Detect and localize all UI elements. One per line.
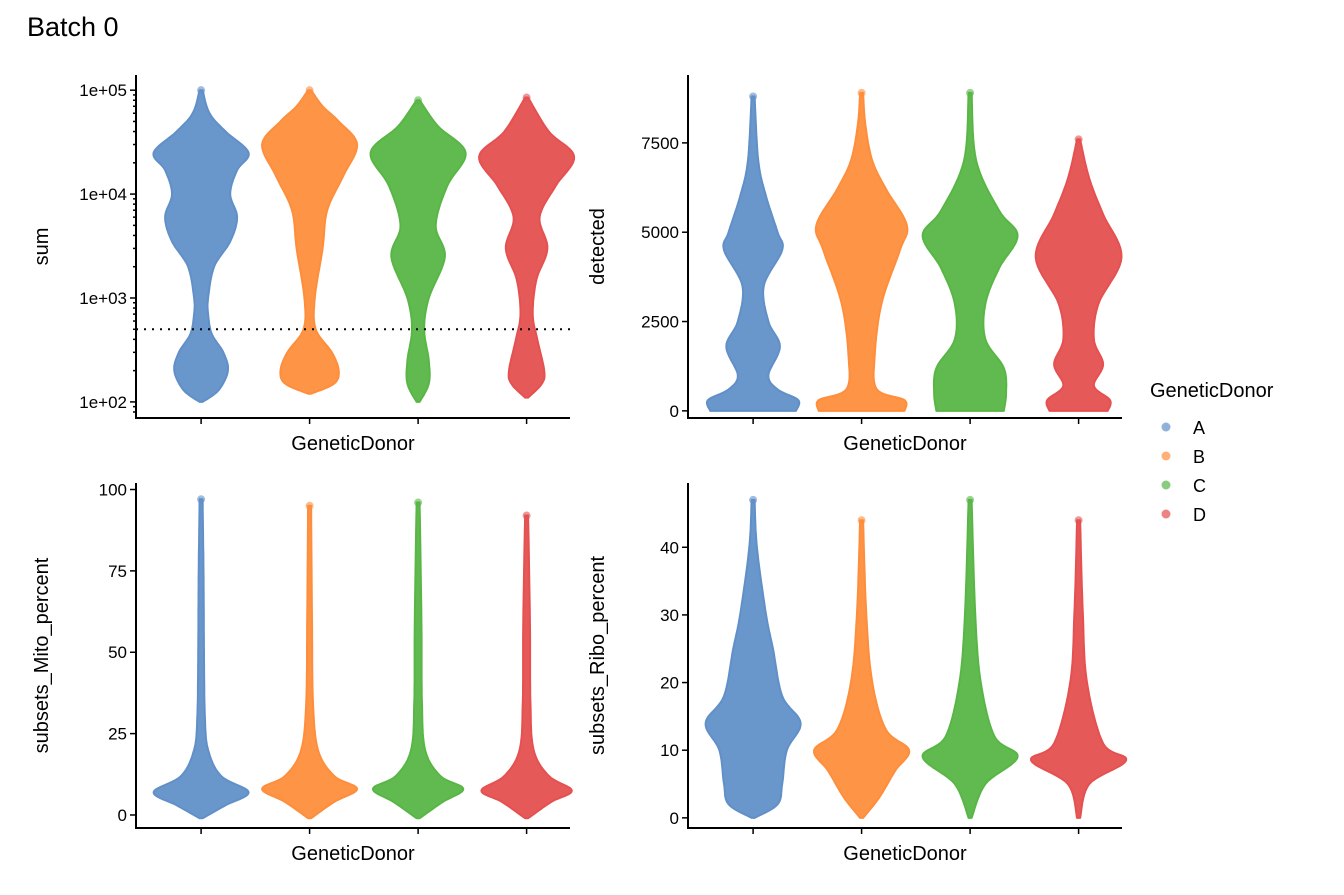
violin-C xyxy=(921,498,1019,819)
y-tick-label: 7500 xyxy=(641,134,679,153)
y-tick-label: 0 xyxy=(670,809,679,828)
outlier-point xyxy=(197,86,206,95)
violin-B xyxy=(813,519,911,819)
panel-subsets_Ribo_percent: 0 10 20 30 40 GeneticDonor subsets_Ribo_percen… xyxy=(587,483,1128,865)
y-tick-label: 1e+04 xyxy=(79,185,127,204)
outlier-point xyxy=(966,495,975,504)
outlier-point xyxy=(857,88,866,97)
x-axis-label: GeneticDonor xyxy=(843,843,967,865)
outlier-point xyxy=(197,495,206,504)
violin-B xyxy=(814,91,909,412)
y-tick-label: 5000 xyxy=(641,223,679,242)
violin-D xyxy=(1034,138,1123,412)
y-axis-label: subsets_Ribo_percent xyxy=(587,556,609,755)
y-tick-label: 0 xyxy=(118,806,127,825)
x-axis-label: GeneticDonor xyxy=(843,433,967,455)
outlier-point xyxy=(857,516,866,525)
outlier-point xyxy=(414,498,423,507)
violin-A xyxy=(152,89,250,403)
y-tick-label: 1e+03 xyxy=(79,289,127,308)
outlier-point xyxy=(749,495,758,504)
legend-label: A xyxy=(1193,418,1205,438)
violin-D xyxy=(480,514,573,820)
violin-C xyxy=(921,91,1019,412)
outlier-point xyxy=(522,511,531,520)
y-axis-label: subsets_Mito_percent xyxy=(31,557,53,753)
legend-key-B xyxy=(1161,451,1171,461)
figure-title: Batch 0 xyxy=(27,12,119,42)
legend-label: C xyxy=(1193,476,1206,496)
y-tick-label: 100 xyxy=(99,481,127,500)
panel-sum: 1e+02 1e+03 1e+04 1e+05 GeneticDonor sum xyxy=(31,75,576,455)
y-tick-label: 1e+05 xyxy=(79,81,127,100)
outlier-point xyxy=(414,96,423,105)
y-tick-label: 1e+02 xyxy=(79,393,127,412)
y-tick-label: 0 xyxy=(670,402,679,421)
x-axis-label: GeneticDonor xyxy=(291,433,415,455)
legend-key-C xyxy=(1161,480,1171,490)
violin-B xyxy=(261,89,359,395)
violin-C xyxy=(371,501,465,820)
outlier-point xyxy=(749,92,758,101)
outlier-point xyxy=(522,93,531,102)
outlier-point xyxy=(966,88,975,97)
x-axis-label: GeneticDonor xyxy=(291,843,415,865)
legend-label: D xyxy=(1193,505,1206,525)
violin-A xyxy=(705,95,801,412)
panel-subsets_Mito_percent: 0 25 50 75 100 GeneticDonor subsets_Mito_perce… xyxy=(31,481,573,865)
y-tick-label: 40 xyxy=(660,538,679,557)
outlier-point xyxy=(1074,135,1083,144)
legend-label: B xyxy=(1193,447,1205,467)
panel-detected: 0 2500 5000 7500 GeneticDonor detected xyxy=(587,75,1123,455)
violin-A xyxy=(704,498,802,819)
violin-A xyxy=(152,498,250,820)
violin-C xyxy=(369,99,467,403)
outlier-point xyxy=(305,501,314,510)
legend-title: GeneticDonor xyxy=(1150,380,1274,402)
y-tick-label: 50 xyxy=(108,643,127,662)
violin-B xyxy=(261,504,359,820)
violin-D xyxy=(1030,519,1128,819)
y-axis-label: detected xyxy=(587,208,609,285)
y-axis-label: sum xyxy=(31,228,53,266)
legend-key-D xyxy=(1161,509,1171,519)
y-tick-label: 75 xyxy=(108,562,127,581)
y-tick-label: 2500 xyxy=(641,313,679,332)
legend-key-A xyxy=(1161,422,1171,432)
y-tick-label: 30 xyxy=(660,606,679,625)
outlier-point xyxy=(1074,516,1083,525)
outlier-point xyxy=(305,86,314,95)
y-tick-label: 25 xyxy=(108,725,127,744)
y-tick-label: 10 xyxy=(660,741,679,760)
violin-D xyxy=(478,96,576,399)
y-tick-label: 20 xyxy=(660,674,679,693)
